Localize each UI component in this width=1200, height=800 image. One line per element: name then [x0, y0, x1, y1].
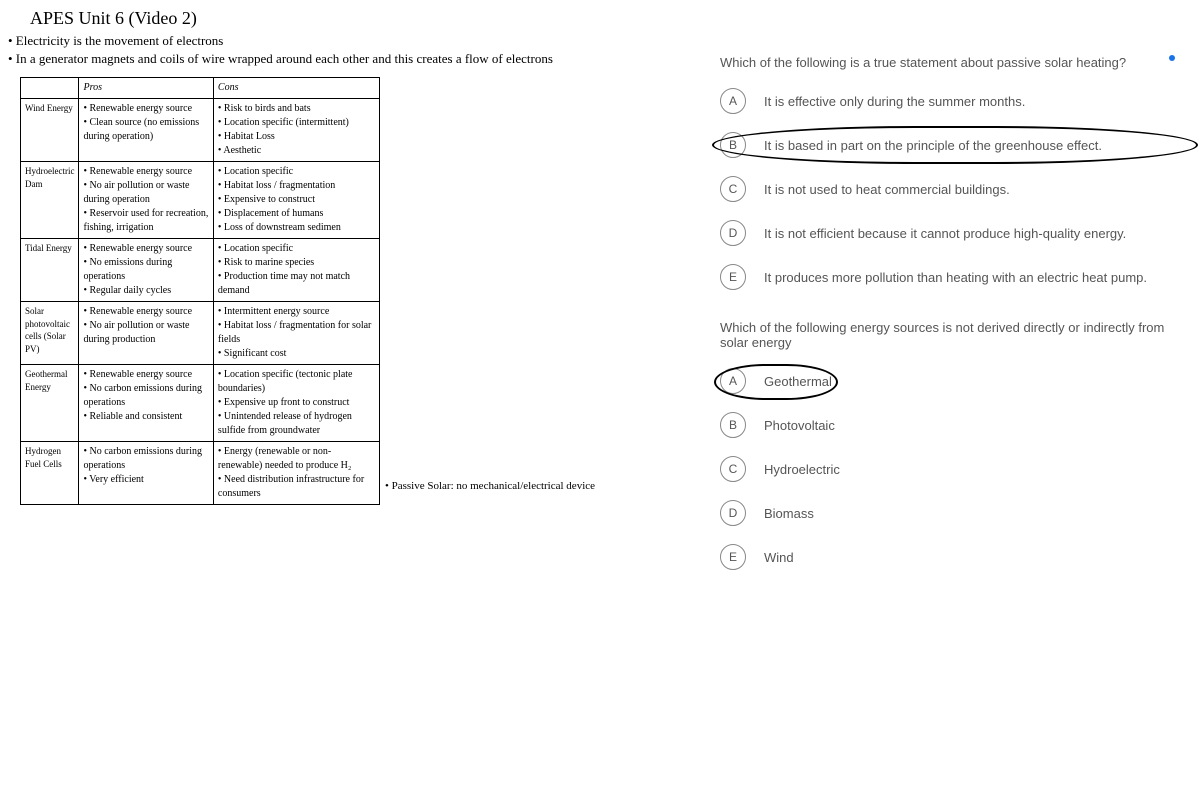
- option-letter: A: [720, 368, 746, 394]
- option-text: It produces more pollution than heating …: [764, 270, 1147, 285]
- cons-cell: • Location specific • Habitat loss / fra…: [213, 162, 379, 239]
- answer-option[interactable]: A It is effective only during the summer …: [720, 88, 1190, 114]
- pros-cell: • No carbon emissions during operations …: [79, 442, 213, 505]
- option-letter: D: [720, 220, 746, 246]
- pros-cell: • Renewable energy source • No air pollu…: [79, 302, 213, 365]
- pros-cell: • Renewable energy source • No air pollu…: [79, 162, 213, 239]
- question-text: Which of the following is a true stateme…: [720, 55, 1190, 70]
- question-text: Which of the following energy sources is…: [720, 320, 1190, 350]
- row-label: Hydrogen Fuel Cells: [21, 442, 79, 505]
- option-letter: C: [720, 176, 746, 202]
- table-row: Hydroelectric Dam• Renewable energy sour…: [21, 162, 380, 239]
- row-label: Solar photovoltaic cells (Solar PV): [21, 302, 79, 365]
- pros-cons-table-wrap: Pros Cons Wind Energy• Renewable energy …: [20, 77, 380, 505]
- answer-option[interactable]: A Geothermal: [720, 368, 1190, 394]
- option-text: It is not efficient because it cannot pr…: [764, 226, 1126, 241]
- option-text: Geothermal: [764, 374, 832, 389]
- answer-option[interactable]: D It is not efficient because it cannot p…: [720, 220, 1190, 246]
- cons-cell: • Intermittent energy source • Habitat l…: [213, 302, 379, 365]
- page-title: APES Unit 6 (Video 2): [30, 8, 720, 29]
- questions-area: Which of the following is a true stateme…: [720, 55, 1190, 600]
- option-letter: C: [720, 456, 746, 482]
- table-header-cons: Cons: [213, 78, 379, 99]
- option-text: Biomass: [764, 506, 814, 521]
- option-text: It is not used to heat commercial buildi…: [764, 182, 1010, 197]
- answer-option[interactable]: B It is based in part on the principle of…: [720, 132, 1190, 158]
- notes-area: APES Unit 6 (Video 2) • Electricity is t…: [0, 0, 720, 505]
- option-letter: E: [720, 544, 746, 570]
- option-text: Photovoltaic: [764, 418, 835, 433]
- row-label: Tidal Energy: [21, 239, 79, 302]
- option-letter: B: [720, 132, 746, 158]
- option-text: Wind: [764, 550, 794, 565]
- question-block: Which of the following is a true stateme…: [720, 55, 1190, 290]
- blue-dot-icon: [1169, 55, 1175, 61]
- answer-option[interactable]: C Hydroelectric: [720, 456, 1190, 482]
- table-header-pros: Pros: [79, 78, 213, 99]
- table-row: Wind Energy• Renewable energy source • C…: [21, 99, 380, 162]
- table-row: Tidal Energy• Renewable energy source • …: [21, 239, 380, 302]
- cons-cell: • Location specific (tectonic plate boun…: [213, 365, 379, 442]
- option-letter: B: [720, 412, 746, 438]
- answer-option[interactable]: C It is not used to heat commercial build…: [720, 176, 1190, 202]
- bullet-note: • In a generator magnets and coils of wi…: [8, 51, 720, 67]
- bullet-note: • Electricity is the movement of electro…: [8, 33, 720, 49]
- question-block: Which of the following energy sources is…: [720, 320, 1190, 570]
- option-text: It is effective only during the summer m…: [764, 94, 1025, 109]
- pros-cell: • Renewable energy source • No carbon em…: [79, 365, 213, 442]
- row-label: Hydroelectric Dam: [21, 162, 79, 239]
- option-letter: E: [720, 264, 746, 290]
- option-letter: A: [720, 88, 746, 114]
- option-text: It is based in part on the principle of …: [764, 138, 1102, 153]
- table-row: Solar photovoltaic cells (Solar PV)• Ren…: [21, 302, 380, 365]
- side-note: • Passive Solar: no mechanical/electrica…: [385, 480, 595, 492]
- cons-cell: • Location specific • Risk to marine spe…: [213, 239, 379, 302]
- answer-option[interactable]: E It produces more pollution than heating…: [720, 264, 1190, 290]
- row-label: Geothermal Energy: [21, 365, 79, 442]
- option-text: Hydroelectric: [764, 462, 840, 477]
- answer-option[interactable]: E Wind: [720, 544, 1190, 570]
- pros-cons-table: Pros Cons Wind Energy• Renewable energy …: [20, 77, 380, 505]
- table-row: Geothermal Energy• Renewable energy sour…: [21, 365, 380, 442]
- option-letter: D: [720, 500, 746, 526]
- pros-cell: • Renewable energy source • Clean source…: [79, 99, 213, 162]
- answer-option[interactable]: D Biomass: [720, 500, 1190, 526]
- answer-option[interactable]: B Photovoltaic: [720, 412, 1190, 438]
- table-row: Hydrogen Fuel Cells• No carbon emissions…: [21, 442, 380, 505]
- table-header-blank: [21, 78, 79, 99]
- cons-cell: • Energy (renewable or non-renewable) ne…: [213, 442, 379, 505]
- row-label: Wind Energy: [21, 99, 79, 162]
- pros-cell: • Renewable energy source • No emissions…: [79, 239, 213, 302]
- cons-cell: • Risk to birds and bats • Location spec…: [213, 99, 379, 162]
